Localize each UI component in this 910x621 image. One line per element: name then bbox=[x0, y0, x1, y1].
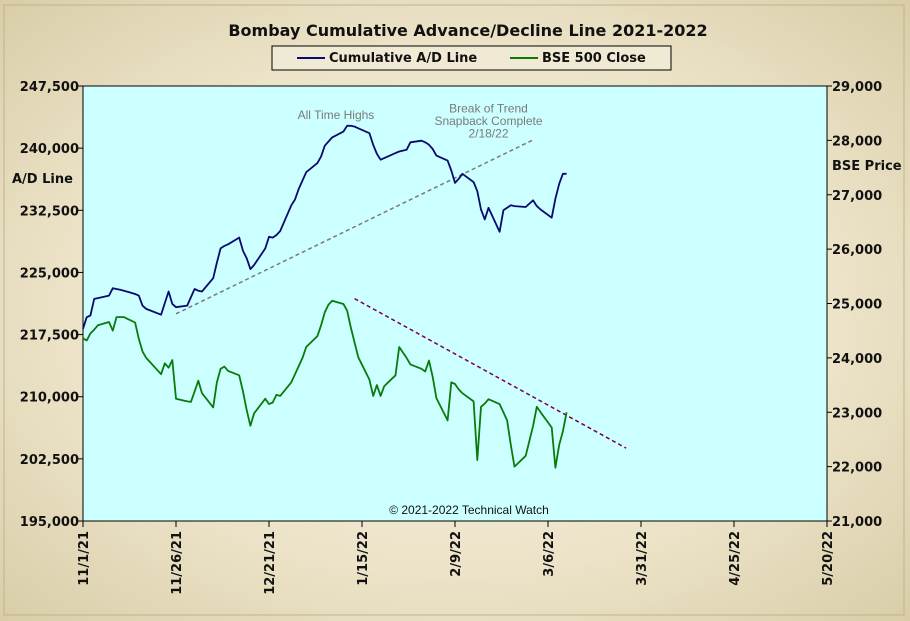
annotation-text: Break of Trend bbox=[449, 102, 528, 116]
y-tick-right-label: 24,000 bbox=[832, 352, 882, 367]
trendlines bbox=[175, 139, 627, 449]
series-lines bbox=[82, 124, 568, 469]
y-tick-right-label: 22,000 bbox=[832, 461, 882, 476]
x-ticks: 11/1/21 11/26/21 12/21/21 1/15/22 2/9/22 3/6/… bbox=[77, 521, 836, 595]
y-tick-right-label: 23,000 bbox=[832, 406, 882, 421]
y-tick-left-label: 225,000 bbox=[20, 266, 79, 281]
annotation-text: 2/18/22 bbox=[468, 126, 508, 140]
bse-trendline bbox=[354, 297, 627, 449]
y-ticks-left: 195,000 202,500 210,000 217,500 225,000 232,5… bbox=[20, 80, 83, 530]
legend-box bbox=[271, 45, 672, 71]
x-tick-label: 3/31/22 bbox=[635, 531, 650, 586]
y-tick-left-label: 217,500 bbox=[20, 329, 79, 344]
copyright-text: © 2021-2022 Technical Watch bbox=[389, 503, 549, 517]
x-tick-label: 12/21/21 bbox=[263, 531, 278, 595]
bse-500-series bbox=[82, 299, 568, 469]
ad-trendline bbox=[175, 139, 534, 315]
y-axis-label-right: BSE Price bbox=[832, 159, 902, 174]
y-tick-right-label: 21,000 bbox=[832, 515, 882, 530]
x-tick-label: 5/20/22 bbox=[821, 531, 836, 586]
legend: Cumulative A/D Line BSE 500 Close bbox=[271, 45, 672, 71]
x-tick-label: 4/25/22 bbox=[728, 531, 743, 586]
x-tick-label: 3/6/22 bbox=[542, 531, 557, 577]
x-tick-label: 11/26/21 bbox=[170, 531, 185, 595]
y-tick-right-label: 29,000 bbox=[832, 80, 882, 95]
y-tick-right-label: 25,000 bbox=[832, 298, 882, 313]
ad-line-series bbox=[82, 124, 567, 330]
y-tick-left-label: 195,000 bbox=[20, 515, 79, 530]
chart-title: Bombay Cumulative Advance/Decline Line 2… bbox=[228, 21, 707, 40]
y-tick-left-label: 247,500 bbox=[20, 80, 79, 95]
plot-area bbox=[82, 85, 828, 522]
y-tick-left-label: 202,500 bbox=[20, 453, 79, 468]
y-tick-right-label: 26,000 bbox=[832, 243, 882, 258]
annotation-text: Snapback Complete bbox=[434, 114, 542, 128]
y-tick-left-label: 232,500 bbox=[20, 204, 79, 219]
y-ticks-right: 21,000 22,000 23,000 24,000 25,000 26,000 27,0… bbox=[827, 80, 882, 530]
outer-border bbox=[3, 4, 905, 616]
y-tick-left-label: 210,000 bbox=[20, 391, 79, 406]
y-tick-left-label: 240,000 bbox=[20, 142, 79, 157]
y-axis-label-left: A/D Line bbox=[12, 172, 73, 187]
x-tick-label: 2/9/22 bbox=[449, 531, 464, 577]
y-tick-right-label: 27,000 bbox=[832, 189, 882, 204]
legend-label-bse: BSE 500 Close bbox=[542, 51, 646, 66]
x-tick-label: 1/15/22 bbox=[356, 531, 371, 586]
legend-label-ad: Cumulative A/D Line bbox=[329, 51, 477, 66]
x-tick-label: 11/1/21 bbox=[77, 531, 92, 586]
annotation-text: All Time Highs bbox=[298, 108, 375, 122]
y-tick-right-label: 28,000 bbox=[832, 134, 882, 149]
